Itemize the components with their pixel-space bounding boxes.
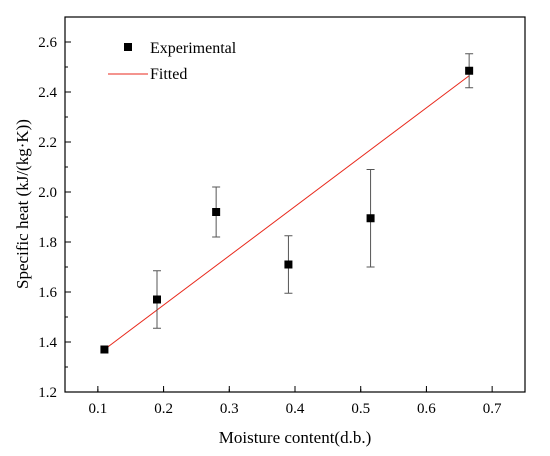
ticks <box>65 16 493 393</box>
legend: Experimental Fitted <box>108 40 237 83</box>
fitted-series <box>104 75 470 350</box>
y-tick-label-1: 1.4 <box>38 335 57 351</box>
data-point-0 <box>100 345 109 354</box>
data-point-4 <box>366 214 375 223</box>
y-tick-label-0: 1.2 <box>38 385 57 401</box>
y-tick-label-6: 2.4 <box>38 85 57 101</box>
legend-label-experimental: Experimental <box>150 40 237 57</box>
x-tick-label-0: 0.1 <box>88 401 107 417</box>
y-tick-label-4: 2.0 <box>38 185 57 201</box>
experimental-series <box>100 66 474 354</box>
x-tick-label-4: 0.5 <box>351 401 370 417</box>
data-point-2 <box>212 208 221 216</box>
data-point-1 <box>153 295 161 304</box>
y-tick-label-7: 2.6 <box>38 35 57 51</box>
y-tick-label-2: 1.6 <box>38 285 57 301</box>
y-tick-label-5: 2.2 <box>38 135 57 151</box>
legend-label-fitted: Fitted <box>150 66 187 83</box>
tick-labels: 0.1 0.2 0.3 0.4 0.5 0.6 0.7 1.2 1.4 1.6 1.8 2.0 2.2 2… <box>38 35 502 417</box>
error-bars <box>153 53 474 329</box>
x-tick-label-3: 0.4 <box>286 401 305 417</box>
data-point-5 <box>465 66 474 75</box>
legend-marker-experimental <box>124 43 132 51</box>
x-tick-label-2: 0.3 <box>220 401 239 417</box>
x-tick-label-5: 0.6 <box>417 401 436 417</box>
plot-frame <box>64 16 526 393</box>
data-point-3 <box>284 260 293 269</box>
x-axis-title: Moisture content(d.b.) <box>219 428 372 447</box>
x-tick-label-6: 0.7 <box>483 401 502 417</box>
y-axis-title: Specific heat (kJ/(kg·K)) <box>13 119 32 289</box>
x-tick-label-1: 0.2 <box>154 401 173 417</box>
fitted-line <box>104 75 470 350</box>
y-tick-label-3: 1.8 <box>38 235 57 251</box>
